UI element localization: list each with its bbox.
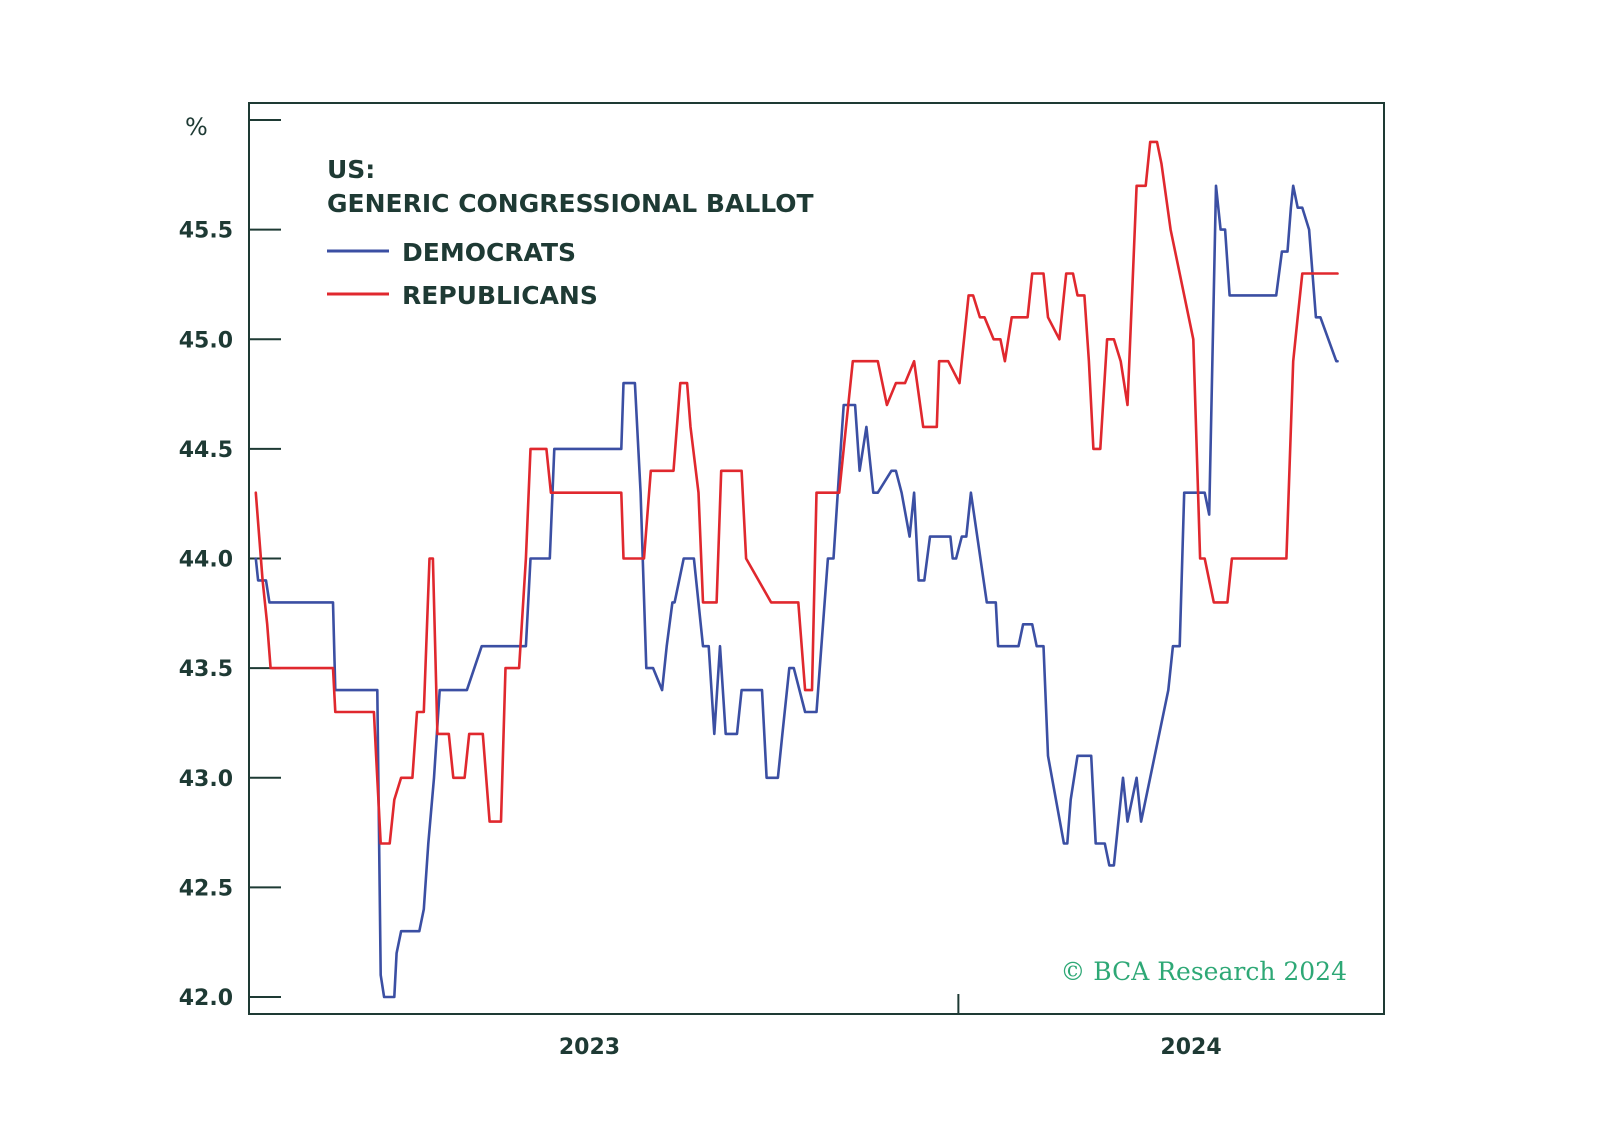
- y-tick-label: 43.0: [179, 767, 233, 792]
- y-tick-label: 42.0: [179, 986, 233, 1011]
- copyright-notice: © BCA Research 2024: [1060, 957, 1347, 986]
- series-line-republicans: [254, 140, 1339, 845]
- y-tick-label: 43.5: [179, 657, 233, 682]
- plot-frame: [248, 102, 1385, 1015]
- chart-title: US: GENERIC CONGRESSIONAL BALLOT: [327, 155, 814, 218]
- y-tick-label: 45.5: [179, 219, 233, 244]
- legend: DEMOCRATS REPUBLICANS: [327, 238, 598, 310]
- series-layer: [254, 140, 1339, 999]
- x-tick-label: 2024: [1160, 1035, 1221, 1060]
- y-tick-label: 42.5: [179, 876, 233, 901]
- y-axis-unit-label: %: [185, 113, 208, 141]
- y-tick-label: 44.5: [179, 438, 233, 463]
- x-axis: 2023 2024: [559, 994, 1222, 1060]
- legend-label-republicans: REPUBLICANS: [402, 281, 598, 310]
- series-line-democrats: [254, 184, 1339, 999]
- chart-title-line-2: GENERIC CONGRESSIONAL BALLOT: [327, 189, 814, 218]
- x-tick-label: 2023: [559, 1035, 620, 1060]
- legend-label-democrats: DEMOCRATS: [402, 238, 576, 267]
- y-tick-label: 45.0: [179, 328, 233, 353]
- y-axis: 45.5 45.0 44.5 44.0 43.5 43.0 42.5 42.0: [179, 119, 281, 1011]
- y-tick-label: 44.0: [179, 548, 233, 573]
- chart-title-line-1: US:: [327, 155, 375, 184]
